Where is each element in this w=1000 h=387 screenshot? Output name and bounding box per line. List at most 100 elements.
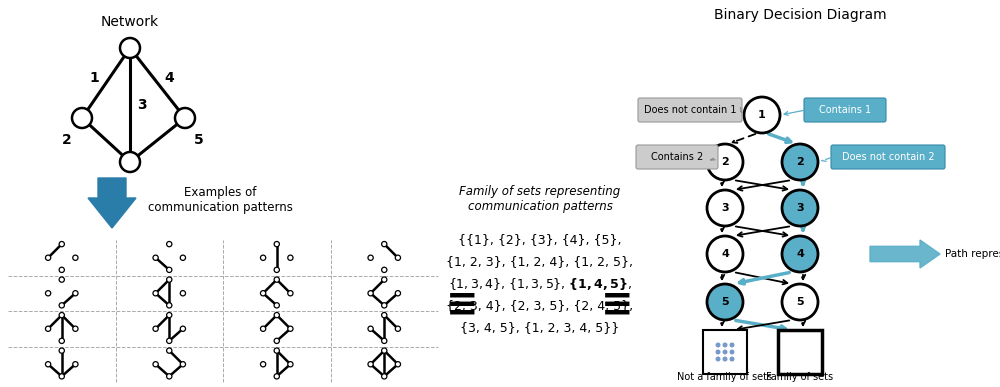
Circle shape bbox=[782, 190, 818, 226]
Circle shape bbox=[260, 361, 266, 367]
Circle shape bbox=[260, 326, 266, 331]
Text: 3: 3 bbox=[721, 203, 729, 213]
Circle shape bbox=[288, 255, 293, 260]
Circle shape bbox=[730, 349, 734, 354]
Text: 4: 4 bbox=[796, 249, 804, 259]
Circle shape bbox=[288, 326, 293, 331]
Circle shape bbox=[180, 291, 186, 296]
Circle shape bbox=[167, 374, 172, 379]
Circle shape bbox=[180, 255, 186, 260]
Circle shape bbox=[167, 303, 172, 308]
Polygon shape bbox=[778, 330, 822, 374]
Circle shape bbox=[167, 348, 172, 353]
Circle shape bbox=[368, 255, 373, 260]
Circle shape bbox=[274, 338, 279, 344]
FancyBboxPatch shape bbox=[636, 145, 718, 169]
Text: Path representing a set {1, 4, 5}: Path representing a set {1, 4, 5} bbox=[945, 249, 1000, 259]
Text: 5: 5 bbox=[796, 297, 804, 307]
Circle shape bbox=[274, 241, 279, 247]
Circle shape bbox=[382, 241, 387, 247]
Text: ≡: ≡ bbox=[601, 286, 633, 324]
Circle shape bbox=[395, 291, 401, 296]
Circle shape bbox=[716, 349, 720, 354]
Circle shape bbox=[274, 303, 279, 308]
Text: 4: 4 bbox=[721, 249, 729, 259]
Circle shape bbox=[59, 338, 64, 344]
Text: 5: 5 bbox=[194, 133, 204, 147]
Polygon shape bbox=[88, 178, 136, 228]
Circle shape bbox=[180, 326, 186, 331]
Text: Network: Network bbox=[101, 15, 159, 29]
Circle shape bbox=[73, 361, 78, 367]
Circle shape bbox=[288, 361, 293, 367]
Circle shape bbox=[167, 338, 172, 344]
Text: 2: 2 bbox=[796, 157, 804, 167]
Circle shape bbox=[45, 291, 51, 296]
FancyBboxPatch shape bbox=[804, 98, 886, 122]
Circle shape bbox=[730, 356, 734, 361]
Text: Examples of
communication patterns: Examples of communication patterns bbox=[148, 186, 292, 214]
Text: {{1}, {2}, {3}, {4}, {5},: {{1}, {2}, {3}, {4}, {5}, bbox=[458, 233, 622, 247]
Circle shape bbox=[707, 284, 743, 320]
Text: ≡: ≡ bbox=[446, 286, 478, 324]
Circle shape bbox=[722, 342, 728, 348]
Text: Does not contain 2: Does not contain 2 bbox=[842, 152, 934, 162]
Circle shape bbox=[72, 108, 92, 128]
Circle shape bbox=[368, 326, 373, 331]
Circle shape bbox=[59, 267, 64, 272]
Circle shape bbox=[382, 303, 387, 308]
Circle shape bbox=[59, 277, 64, 282]
Text: {1, 2, 3}, {1, 2, 4}, {1, 2, 5},: {1, 2, 3}, {1, 2, 4}, {1, 2, 5}, bbox=[446, 255, 634, 269]
Text: 2: 2 bbox=[721, 157, 729, 167]
Circle shape bbox=[722, 356, 728, 361]
Circle shape bbox=[59, 348, 64, 353]
Text: 2: 2 bbox=[62, 133, 72, 147]
FancyBboxPatch shape bbox=[638, 98, 742, 122]
Circle shape bbox=[167, 241, 172, 247]
Circle shape bbox=[368, 291, 373, 296]
Circle shape bbox=[260, 291, 266, 296]
Circle shape bbox=[59, 303, 64, 308]
Polygon shape bbox=[870, 240, 940, 268]
Circle shape bbox=[45, 255, 51, 260]
Circle shape bbox=[45, 361, 51, 367]
Circle shape bbox=[59, 241, 64, 247]
Circle shape bbox=[45, 326, 51, 331]
Circle shape bbox=[782, 284, 818, 320]
Circle shape bbox=[782, 236, 818, 272]
Circle shape bbox=[722, 349, 728, 354]
Circle shape bbox=[382, 267, 387, 272]
Circle shape bbox=[707, 144, 743, 180]
Circle shape bbox=[167, 277, 172, 282]
Text: Family of sets representing
communication patterns: Family of sets representing communicatio… bbox=[459, 185, 621, 213]
Text: $\{1, 3, 4\}$, $\{1, 3, 5\}$, $\mathbf{\{1, 4, 5\}}$,: $\{1, 3, 4\}$, $\{1, 3, 5\}$, $\mathbf{\… bbox=[448, 276, 632, 292]
Circle shape bbox=[180, 361, 186, 367]
Circle shape bbox=[73, 255, 78, 260]
Text: 1: 1 bbox=[758, 110, 766, 120]
Text: Contains 2: Contains 2 bbox=[651, 152, 703, 162]
Circle shape bbox=[59, 312, 64, 318]
Text: 3: 3 bbox=[137, 98, 147, 112]
Circle shape bbox=[153, 291, 158, 296]
Text: {2, 3, 4}, {2, 3, 5}, {2, 4, 5},: {2, 3, 4}, {2, 3, 5}, {2, 4, 5}, bbox=[446, 300, 634, 312]
Circle shape bbox=[153, 255, 158, 260]
Circle shape bbox=[120, 152, 140, 172]
Polygon shape bbox=[703, 330, 747, 374]
Circle shape bbox=[782, 144, 818, 180]
Circle shape bbox=[288, 291, 293, 296]
Text: Contains 1: Contains 1 bbox=[819, 105, 871, 115]
Text: {3, 4, 5}, {1, 2, 3, 4, 5}}: {3, 4, 5}, {1, 2, 3, 4, 5}} bbox=[460, 322, 620, 334]
Circle shape bbox=[175, 108, 195, 128]
Circle shape bbox=[59, 374, 64, 379]
Circle shape bbox=[167, 267, 172, 272]
Circle shape bbox=[716, 356, 720, 361]
Circle shape bbox=[274, 374, 279, 379]
Circle shape bbox=[382, 312, 387, 318]
Circle shape bbox=[274, 267, 279, 272]
Circle shape bbox=[167, 312, 172, 318]
Circle shape bbox=[382, 348, 387, 353]
Circle shape bbox=[382, 338, 387, 344]
Circle shape bbox=[707, 190, 743, 226]
Circle shape bbox=[153, 361, 158, 367]
Circle shape bbox=[274, 312, 279, 318]
